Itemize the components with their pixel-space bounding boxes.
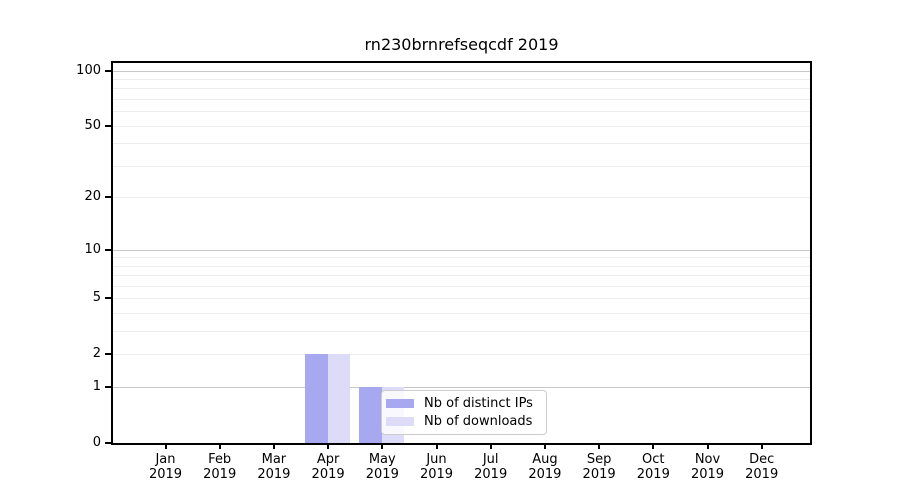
x-tick-label-feb: Feb 2019 [192,452,248,482]
x-tick-mark [706,443,709,449]
x-tick-month: Jul [482,452,499,467]
x-tick-year: 2019 [419,467,454,482]
y-tick-mark [105,386,112,389]
bar-nb-of-distinct-ips-apr [305,354,328,443]
y-tick-mark [105,248,112,251]
x-tick-month: May [368,452,396,467]
x-tick-mark [164,443,167,449]
x-tick-mark [272,443,275,449]
gridlines-layer [113,63,810,443]
y-tick-mark [105,196,112,199]
y-gridline-minor [113,331,810,333]
y-gridline-minor [113,298,810,300]
x-tick-label-may: May 2019 [354,452,410,482]
y-tick-label: 0 [92,435,101,450]
y-tick-mark [105,353,112,356]
x-tick-month: Sep [586,452,612,467]
x-tick-mark [381,443,384,449]
chart-title: rn230brnrefseqcdf 2019 [364,35,559,54]
legend-label-distinct-ips: Nb of distinct IPs [424,396,533,411]
x-tick-month: Jan [155,452,176,467]
y-gridline-minor [113,143,810,145]
x-tick-month: Mar [261,452,287,467]
y-gridline-minor [113,354,810,356]
x-tick-label-oct: Oct 2019 [625,452,681,482]
y-gridline-major [113,387,810,389]
y-tick-mark [105,442,112,444]
x-tick-year: 2019 [690,467,725,482]
y-gridline-minor [113,99,810,101]
x-tick-mark [218,443,221,449]
y-tick-label: 100 [76,62,101,78]
x-tick-month: Nov [694,452,721,467]
y-tick-mark [105,69,112,72]
x-tick-month: Jun [426,452,447,467]
x-tick-mark [543,443,546,449]
x-tick-mark [327,443,330,449]
x-tick-label-dec: Dec 2019 [734,452,790,482]
y-gridline-minor [113,257,810,259]
y-gridline-minor [113,265,810,267]
legend-label-downloads: Nb of downloads [424,414,533,429]
x-tick-month: Oct [642,452,665,467]
y-tick-label: 2 [92,346,101,362]
x-tick-month: Apr [316,452,340,467]
legend-swatch-distinct-ips [386,399,414,408]
bar-nb-of-distinct-ips-may [359,387,382,443]
y-gridline-major [113,249,810,251]
x-tick-year: 2019 [257,467,291,482]
y-gridline-minor [113,285,810,287]
x-tick-label-jun: Jun 2019 [409,452,465,482]
legend-item-downloads: Nb of downloads [386,414,537,429]
y-tick-mark [105,297,112,300]
x-tick-year: 2019 [582,467,616,482]
x-tick-mark [598,443,601,449]
y-tick-label: 10 [84,241,101,257]
x-tick-label-jan: Jan 2019 [138,452,194,482]
x-tick-mark [489,443,492,449]
x-tick-year: 2019 [636,467,670,482]
y-gridline-minor [113,111,810,113]
x-tick-month: Dec [749,452,775,467]
x-tick-year: 2019 [528,467,562,482]
x-tick-year: 2019 [474,467,508,482]
bars-layer [113,63,810,443]
x-tick-month: Aug [532,452,558,467]
y-gridline-minor [113,125,810,127]
x-tick-year: 2019 [148,467,183,482]
x-tick-label-mar: Mar 2019 [246,452,302,482]
x-tick-label-nov: Nov 2019 [680,452,736,482]
y-gridline-minor [113,313,810,315]
bar-nb-of-downloads-apr [327,354,351,443]
x-tick-label-apr: Apr 2019 [300,452,356,482]
x-tick-label-sep: Sep 2019 [571,452,627,482]
x-tick-mark [652,443,655,449]
x-tick-year: 2019 [365,467,399,482]
x-tick-mark [435,443,438,449]
y-gridline-minor [113,275,810,277]
y-gridline-major [113,70,810,72]
legend: Nb of distinct IPs Nb of downloads [381,390,547,435]
y-tick-label: 1 [92,379,101,395]
y-gridline-minor [113,88,810,90]
x-tick-year: 2019 [311,467,345,482]
x-tick-mark [760,443,763,449]
y-tick-label: 50 [84,117,101,133]
y-gridline-minor [113,79,810,81]
y-tick-label: 20 [84,189,101,205]
y-gridline-minor [113,197,810,199]
x-tick-label-aug: Aug 2019 [517,452,573,482]
x-tick-year: 2019 [203,467,237,482]
y-tick-label: 5 [92,290,101,306]
x-tick-month: Feb [208,452,232,467]
y-tick-mark [105,124,112,127]
legend-swatch-downloads [386,417,414,426]
y-gridline-minor [113,165,810,167]
x-tick-year: 2019 [745,467,779,482]
legend-item-distinct-ips: Nb of distinct IPs [386,396,537,411]
plot-area [111,61,812,445]
x-tick-label-jul: Jul 2019 [463,452,519,482]
